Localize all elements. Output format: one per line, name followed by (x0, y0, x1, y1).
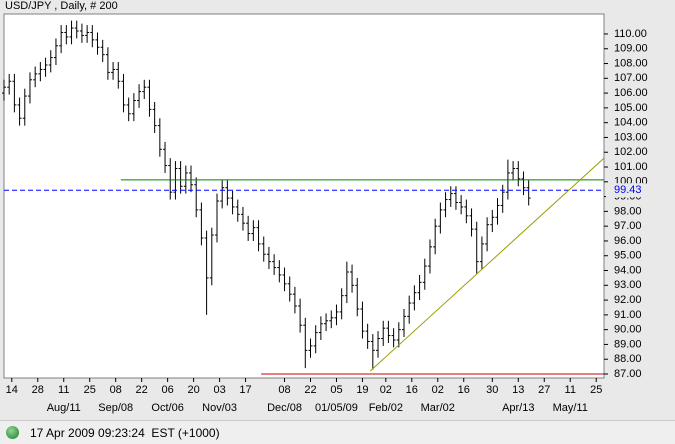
x-tick-label: 13 (512, 384, 524, 396)
trendline (369, 157, 605, 372)
status-icon (6, 426, 19, 439)
y-tick-label: 103.00 (614, 131, 648, 143)
x-month-label: Feb/02 (369, 402, 403, 414)
y-tick-label: 90.00 (614, 324, 642, 336)
y-tick-label: 87.00 (614, 368, 642, 380)
price-marker-box (606, 183, 646, 198)
x-tick-label: 02 (432, 384, 444, 396)
x-month-label: Dec/08 (267, 402, 302, 414)
x-tick-label: 22 (136, 384, 148, 396)
x-month-label: Aug/11 (47, 402, 81, 414)
x-tick-label: 22 (304, 384, 316, 396)
x-tick-label: 16 (458, 384, 470, 396)
y-tick-label: 93.00 (614, 279, 642, 291)
y-tick-label: 97.00 (614, 220, 642, 232)
x-tick-label: 05 (330, 384, 342, 396)
y-tick-label: 88.00 (614, 353, 642, 365)
plot-area (3, 13, 605, 379)
x-tick-label: 20 (187, 384, 199, 396)
x-tick-label: 25 (590, 384, 602, 396)
y-tick-label: 96.00 (614, 235, 642, 247)
chart-title: USD/JPY , Daily, # 200 (5, 0, 118, 12)
chart: USD/JPY , Daily, # 200 87.00 88.00 89.00 90… (2, 0, 648, 414)
y-tick-label: 110.00 (614, 28, 647, 40)
y-tick-label: 104.00 (614, 117, 648, 129)
y-tick-label: 105.00 (614, 102, 648, 114)
x-tick-label: 03 (213, 384, 225, 396)
y-tick-label: 108.00 (614, 57, 648, 69)
x-month-label: Oct/06 (151, 402, 183, 414)
x-month-label: Apr/13 (502, 402, 534, 414)
y-tick-label: 95.00 (614, 250, 642, 262)
y-tick-label: 89.00 (614, 338, 642, 350)
y-tick-label: 98.00 (614, 205, 642, 217)
x-month-label: Sep/08 (98, 402, 133, 414)
x-tick-label: 08 (278, 384, 290, 396)
y-tick-label: 91.00 (614, 309, 642, 321)
price-marker-label: 99.43 (614, 184, 642, 196)
x-tick-label: 06 (162, 384, 174, 396)
timestamp: 17 Apr 2009 09:23:24 EST (+1000) (30, 426, 220, 440)
x-month-label: Nov/03 (202, 402, 237, 414)
x-tick-label: 17 (239, 384, 251, 396)
y-tick-label: 106.00 (614, 87, 648, 99)
x-tick-label: 16 (406, 384, 418, 396)
x-tick-label: 14 (6, 384, 18, 396)
x-tick-label: 27 (538, 384, 550, 396)
x-tick-label: 25 (84, 384, 96, 396)
x-tick-label: 11 (58, 384, 69, 396)
y-tick-label: 109.00 (614, 43, 648, 55)
x-month-label: Mar/02 (421, 402, 455, 414)
y-tick-label: 107.00 (614, 72, 648, 84)
y-tick-label: 94.00 (614, 264, 642, 276)
x-tick-label: 02 (380, 384, 392, 396)
y-tick-label: 102.00 (614, 146, 648, 158)
x-month-label: May/11 (553, 402, 588, 414)
status-bar: 17 Apr 2009 09:23:24 EST (+1000) (0, 420, 675, 444)
x-tick-label: 30 (486, 384, 498, 396)
y-tick-label: 92.00 (614, 294, 642, 306)
x-month-label: 01/05/09 (315, 402, 358, 414)
x-tick-label: 19 (356, 384, 368, 396)
y-tick-label: 101.00 (614, 161, 648, 173)
x-tick-label: 28 (32, 384, 44, 396)
x-tick-label: 11 (565, 384, 576, 396)
x-tick-label: 08 (110, 384, 122, 396)
